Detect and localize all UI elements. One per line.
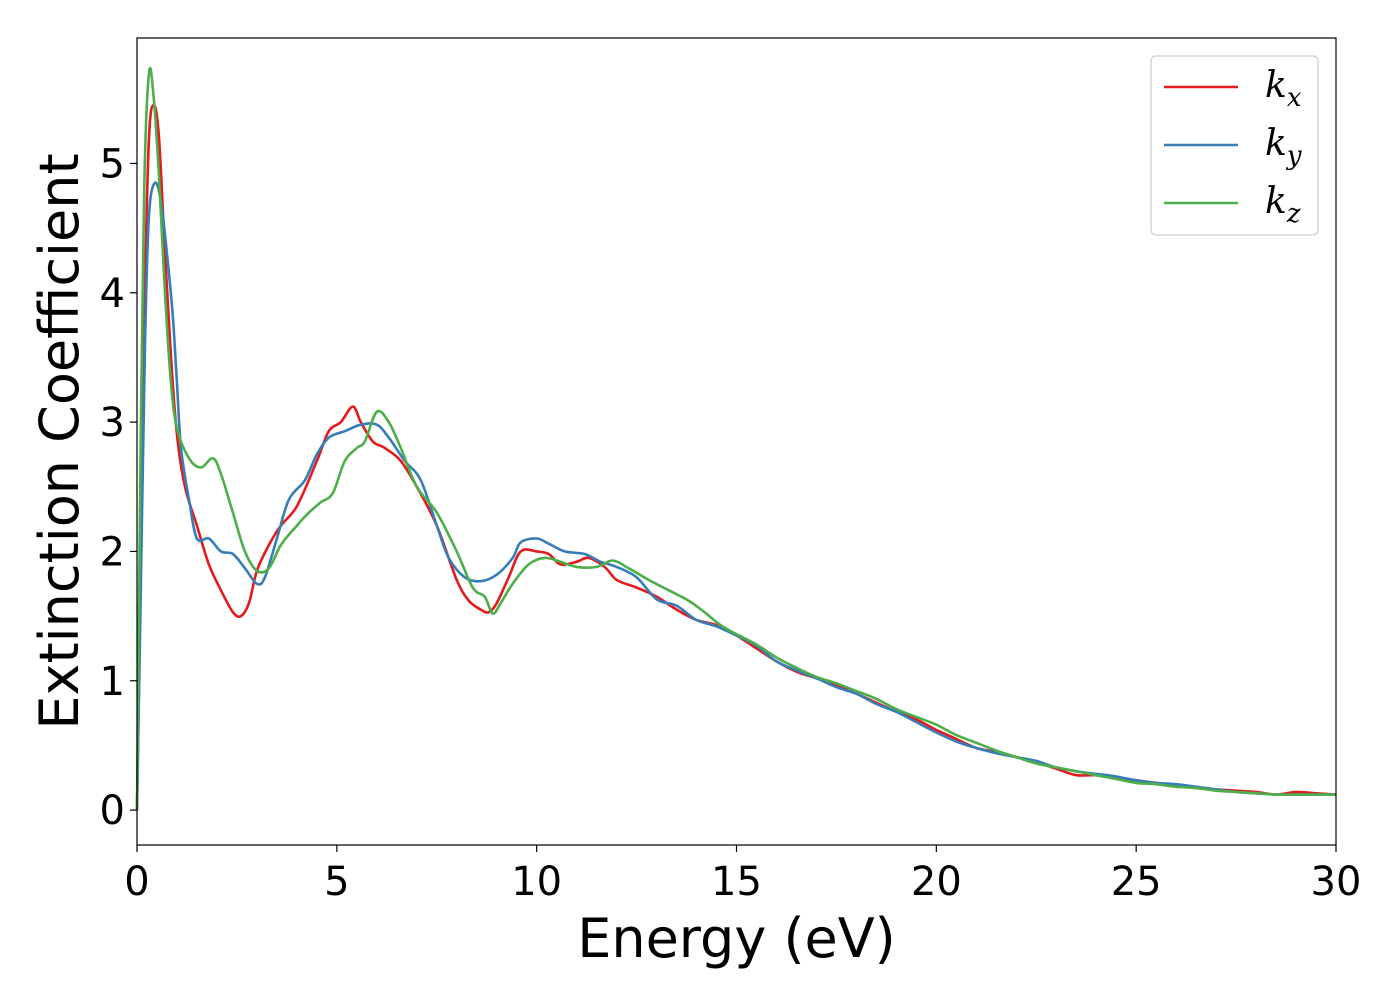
x-tick-label: 0: [124, 859, 149, 905]
x-axis-title: Energy (eV): [577, 907, 896, 970]
x-tick-label: 10: [511, 859, 562, 905]
y-tick-label: 4: [100, 271, 125, 317]
x-tick-label: 5: [324, 859, 349, 905]
legend-entry-kx: kx: [1164, 65, 1302, 113]
y-axis-title: Extinction Coefficient: [28, 153, 91, 729]
x-tick-label: 25: [1111, 859, 1162, 905]
y-tick-label: 2: [100, 529, 125, 575]
x-tick-label: 20: [911, 859, 962, 905]
y-axis: 0 1 2 3 4 5: [100, 141, 137, 834]
legend-label: kx: [1265, 65, 1302, 113]
y-tick-label: 5: [100, 141, 125, 187]
legend-entry-ky: ky: [1164, 123, 1302, 171]
y-tick-label: 0: [100, 788, 125, 834]
legend-label: kz: [1265, 181, 1301, 229]
y-tick-label: 1: [100, 659, 125, 705]
series-line-ky: [135, 181, 1336, 811]
legend: kx ky kz: [1150, 55, 1319, 236]
x-tick-label: 15: [711, 859, 762, 905]
x-axis: 0 5 10 15 20 25 30: [124, 845, 1361, 905]
series-line-kz: [135, 66, 1336, 811]
x-tick-label: 30: [1311, 859, 1362, 905]
legend-label: ky: [1265, 123, 1302, 171]
y-tick-label: 3: [100, 400, 125, 446]
series-line-kx: [135, 103, 1337, 811]
legend-entry-kz: kz: [1164, 181, 1301, 229]
series-layer: [135, 66, 1337, 811]
